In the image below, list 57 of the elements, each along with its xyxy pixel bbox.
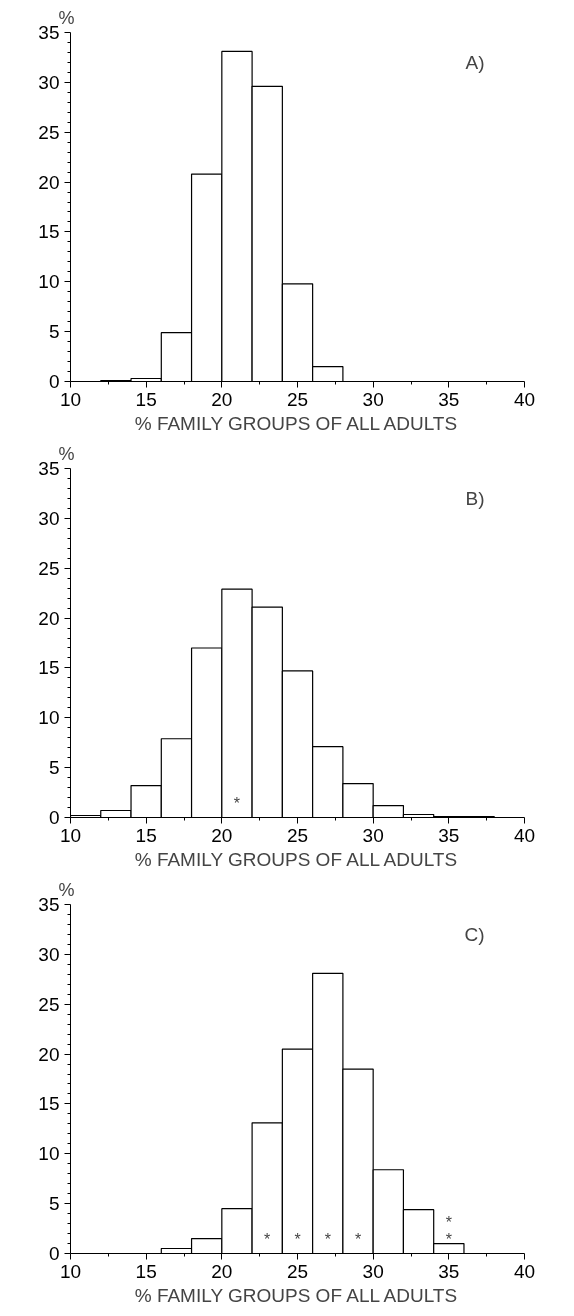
x-tick-label: 40: [513, 824, 536, 846]
y-tick-label: 5: [48, 321, 60, 343]
x-axis-title: % FAMILY GROUPS OF ALL ADULTS: [134, 412, 458, 434]
y-tick-label: 20: [38, 607, 60, 629]
y-tick-label: 25: [38, 121, 60, 143]
x-tick-label: 15: [135, 1260, 157, 1282]
x-tick-label: 15: [135, 824, 157, 846]
y-tick-label: 20: [38, 1043, 60, 1065]
y-tick-label: 30: [38, 507, 60, 529]
x-tick-label: 30: [362, 1260, 384, 1282]
x-tick-label: 30: [362, 824, 384, 846]
y-tick-label: 30: [38, 943, 60, 965]
annotation: C): [464, 923, 485, 945]
x-tick-label: 40: [513, 1260, 536, 1282]
y-tick-label: 25: [38, 557, 60, 579]
x-tick-label: 35: [438, 1260, 460, 1282]
y-tick-label: 5: [48, 757, 60, 779]
y-tick-label: 5: [48, 1193, 60, 1215]
x-tick-label: 20: [211, 388, 233, 410]
x-tick-label: 25: [286, 824, 309, 846]
y-tick-label: 0: [48, 371, 60, 392]
y-tick-label: 10: [38, 1143, 60, 1165]
y-tick-label: 25: [38, 993, 60, 1015]
y-axis-title: %: [58, 7, 75, 28]
x-axis-title: % FAMILY GROUPS OF ALL ADULTS: [134, 848, 458, 870]
x-tick-label: 15: [135, 388, 157, 410]
y-tick-label: 15: [38, 1093, 60, 1115]
x-tick-label: 40: [513, 388, 536, 410]
x-tick-label: 35: [438, 388, 460, 410]
data-label: * *: [445, 1213, 452, 1248]
x-tick-label: 20: [211, 824, 233, 846]
y-tick-label: 35: [38, 22, 60, 43]
x-tick-label: 20: [211, 1260, 233, 1282]
x-tick-label: 25: [286, 388, 309, 410]
annotation: A): [465, 51, 485, 73]
x-axis-title: % FAMILY GROUPS OF ALL ADULTS: [134, 1284, 458, 1306]
y-axis-title: %: [58, 443, 75, 464]
x-tick-label: 25: [286, 1260, 309, 1282]
data-label: *: [233, 794, 241, 812]
y-tick-label: 10: [38, 707, 60, 729]
y-tick-label: 20: [38, 171, 60, 193]
y-tick-label: 15: [38, 657, 60, 679]
data-label: *: [294, 1230, 301, 1248]
y-tick-label: 30: [38, 71, 60, 93]
y-axis-title: %: [58, 879, 75, 900]
x-tick-label: 30: [362, 388, 384, 410]
y-tick-label: 35: [38, 458, 60, 479]
data-label: *: [354, 1230, 362, 1248]
y-tick-label: 0: [48, 1243, 60, 1264]
y-tick-label: 15: [38, 221, 60, 243]
annotation: B): [465, 487, 485, 509]
y-tick-label: 35: [38, 894, 60, 915]
x-tick-label: 35: [438, 824, 460, 846]
data-label: *: [264, 1230, 271, 1248]
y-tick-label: 0: [48, 807, 60, 828]
data-label: *: [324, 1230, 331, 1248]
y-tick-label: 10: [38, 271, 60, 293]
